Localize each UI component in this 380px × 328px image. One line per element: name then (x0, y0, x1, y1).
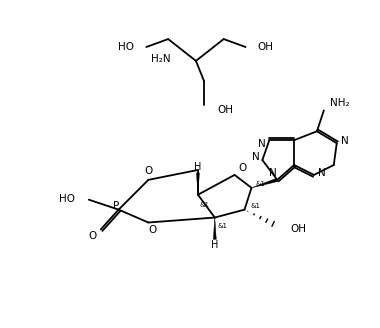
Text: HO: HO (119, 42, 135, 52)
Text: OH: OH (257, 42, 274, 52)
Text: O: O (144, 166, 152, 176)
Text: O: O (238, 163, 247, 173)
Text: O: O (89, 231, 97, 241)
Text: O: O (148, 225, 157, 236)
Text: N: N (269, 168, 277, 178)
Polygon shape (196, 173, 200, 195)
Polygon shape (213, 217, 216, 239)
Text: P: P (112, 201, 119, 211)
Text: &1: &1 (218, 223, 228, 230)
Text: N: N (318, 168, 326, 178)
Text: HO: HO (59, 194, 75, 204)
Text: H: H (194, 162, 202, 172)
Text: H: H (211, 240, 218, 250)
Text: N: N (252, 152, 259, 162)
Text: NH₂: NH₂ (330, 97, 350, 108)
Text: N: N (341, 136, 348, 146)
Text: N: N (258, 139, 265, 149)
Text: OH: OH (218, 106, 234, 115)
Text: H₂N: H₂N (150, 54, 170, 64)
Text: &1: &1 (255, 181, 266, 187)
Polygon shape (252, 178, 278, 188)
Text: OH: OH (290, 224, 306, 235)
Text: &1: &1 (200, 202, 210, 208)
Text: &1: &1 (250, 203, 260, 209)
